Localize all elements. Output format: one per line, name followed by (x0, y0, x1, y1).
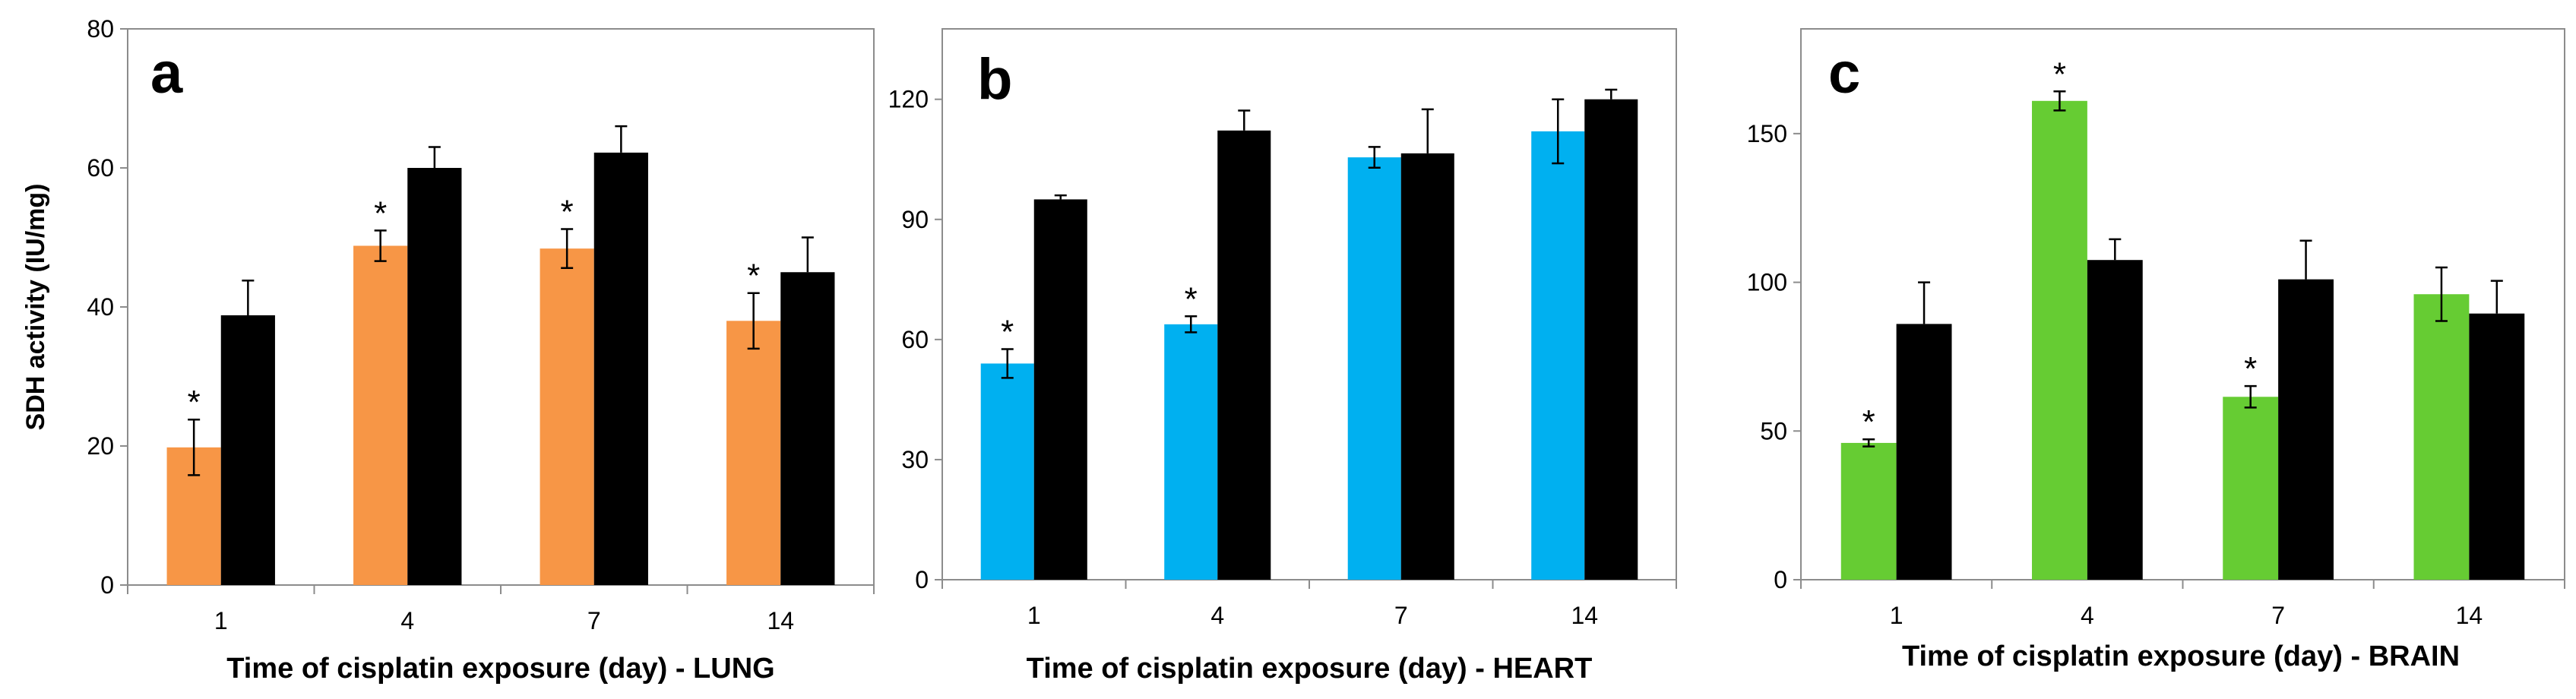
y-tick-label: 40 (87, 293, 114, 321)
x-tick-label: 7 (1394, 602, 1408, 629)
significance-star: * (1185, 280, 1198, 318)
bar-control (2278, 279, 2334, 580)
significance-star: * (2244, 350, 2257, 387)
bar-control (2469, 313, 2525, 580)
x-tick-label: 1 (1027, 602, 1041, 629)
x-tick-label: 14 (2456, 602, 2483, 629)
x-tick-label: 7 (587, 607, 601, 634)
x-tick-label: 4 (2081, 602, 2094, 629)
x-tick-label: 14 (1571, 602, 1598, 629)
significance-star: * (374, 195, 387, 232)
x-tick-label: 4 (1210, 602, 1224, 629)
bar-cisplatin (726, 321, 781, 585)
significance-star: * (2053, 55, 2066, 93)
x-tick-label: 1 (1890, 602, 1904, 629)
significance-star: * (747, 258, 760, 295)
bar-cisplatin (540, 248, 594, 585)
significance-star: * (1862, 403, 1875, 441)
panel-letter-a: a (150, 41, 183, 106)
bar-cisplatin (1840, 442, 1897, 580)
panel-letter-b: b (977, 47, 1012, 112)
y-tick-label: 0 (1774, 566, 1787, 593)
bar-control (1400, 153, 1454, 580)
y-tick-label: 80 (87, 15, 114, 43)
bar-cisplatin (353, 245, 408, 585)
x-tick-label: 1 (214, 607, 228, 634)
y-tick-label: 150 (1747, 120, 1787, 147)
bar-cisplatin (1164, 324, 1218, 580)
bar-control (2087, 260, 2143, 580)
bar-cisplatin (1347, 157, 1401, 580)
bar-control (780, 272, 835, 585)
bar-control (1896, 324, 1952, 580)
bar-control (1217, 130, 1271, 580)
bar-control (220, 315, 275, 585)
y-tick-label: 60 (901, 326, 929, 353)
x-tick-label: 4 (400, 607, 414, 634)
bar-control (1584, 99, 1638, 580)
y-tick-label: 90 (901, 206, 929, 233)
significance-star: * (188, 384, 201, 421)
bar-control (593, 152, 648, 585)
y-tick-label: 100 (1747, 269, 1787, 296)
y-tick-label: 20 (87, 432, 114, 460)
bar-cisplatin (1531, 131, 1585, 580)
significance-star: * (1001, 313, 1014, 350)
x-tick-label: 7 (2271, 602, 2285, 629)
bar-control (1033, 199, 1087, 580)
x-axis-label-c: Time of cisplatin exposure (day) - BRAIN (1902, 640, 2460, 672)
x-tick-label: 14 (767, 607, 794, 634)
bar-control (407, 168, 462, 585)
y-axis-label: SDH activity (IU/mg) (21, 184, 50, 431)
y-tick-label: 60 (87, 154, 114, 182)
panel-letter-c: c (1828, 41, 1860, 106)
bar-cisplatin (2032, 100, 2087, 580)
bar-cisplatin (980, 363, 1034, 580)
bar-cisplatin (2413, 294, 2470, 580)
y-tick-label: 0 (915, 566, 929, 593)
x-axis-label-a: Time of cisplatin exposure (day) - LUNG (226, 653, 774, 685)
significance-star: * (561, 194, 574, 231)
x-axis-label-b: Time of cisplatin exposure (day) - HEART (1027, 653, 1593, 685)
bar-cisplatin (2223, 397, 2279, 580)
y-tick-label: 0 (100, 571, 114, 599)
y-tick-label: 120 (888, 86, 929, 113)
y-tick-label: 30 (901, 446, 929, 473)
y-tick-label: 50 (1760, 417, 1787, 444)
